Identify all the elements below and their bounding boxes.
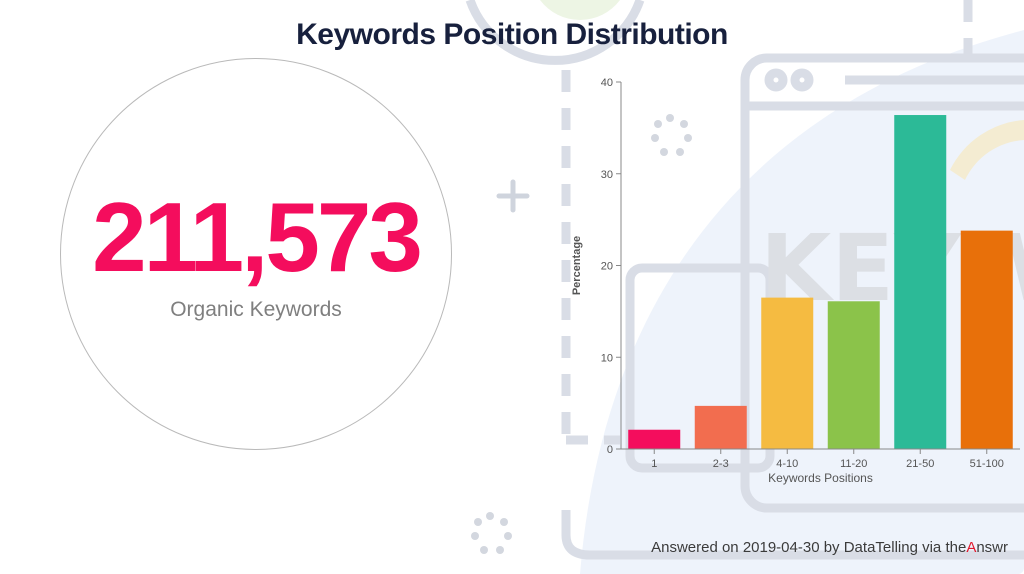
y-axis-label: Percentage	[571, 236, 583, 295]
kpi-circle	[60, 58, 452, 450]
y-tick-label: 40	[601, 77, 613, 89]
y-tick-label: 10	[601, 352, 613, 364]
attribution-text: Answered on 2019-04-30 by DataTelling vi…	[651, 539, 946, 556]
x-axis-ticks: 1 2-3 4-10 11-20 21-50 51-100	[651, 449, 1004, 470]
laptop-screen-outline	[740, 53, 1024, 513]
bar-11-20	[827, 301, 880, 449]
brand-name-end: nswr	[976, 539, 1008, 556]
y-tick-label: 30	[601, 169, 613, 181]
bars	[628, 115, 1013, 449]
kpi-label: Organic Keywords	[170, 298, 342, 321]
kpi-value: 211,573	[92, 182, 423, 292]
x-tick-label: 4-10	[776, 458, 798, 470]
attribution-footer: Answered on 2019-04-30 by DataTelling vi…	[651, 539, 1008, 556]
y-tick-label: 20	[601, 261, 613, 273]
bar-4-10	[761, 297, 814, 449]
bar-51-100	[960, 230, 1013, 449]
y-axis-ticks: 0 10 20 30 40	[601, 77, 621, 456]
bar-2-3	[694, 405, 747, 449]
chart-title: Keywords Position Distribution	[296, 18, 728, 51]
x-tick-label: 1	[651, 458, 657, 470]
bar-21-50	[894, 115, 947, 449]
dot-ring-bottom	[471, 512, 512, 554]
x-tick-label: 11-20	[840, 458, 867, 470]
x-axis-label: Keywords Positions	[768, 471, 873, 485]
x-tick-label: 2-3	[713, 458, 729, 470]
brand-name-start: the	[945, 539, 967, 556]
dot-ring-top	[651, 114, 692, 156]
y-tick-label: 0	[607, 444, 613, 456]
x-tick-label: 21-50	[906, 458, 934, 470]
brand-name-accent: A	[966, 539, 977, 556]
bar-1	[628, 429, 681, 449]
x-tick-label: 51-100	[970, 458, 1004, 470]
